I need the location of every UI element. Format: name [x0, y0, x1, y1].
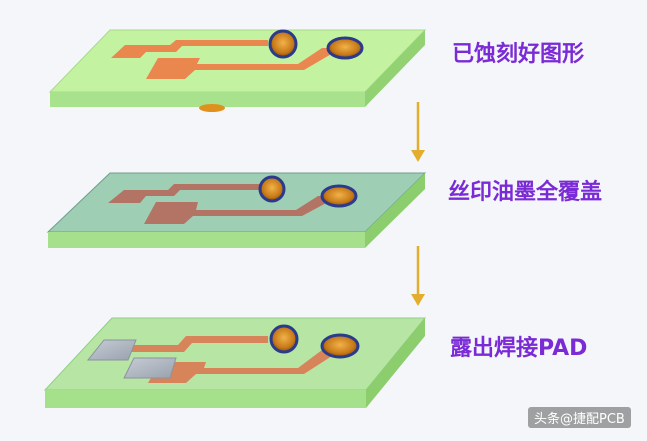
- etched-traces: [111, 40, 333, 79]
- board-pads: [43, 317, 427, 408]
- board-masked-front: [48, 232, 365, 248]
- masked-traces: [108, 184, 330, 224]
- board-masked-side: [365, 173, 425, 248]
- board-etched: [48, 29, 427, 112]
- masked-via-1: [258, 175, 286, 203]
- board-masked: [46, 172, 427, 248]
- board-pads-side: [366, 318, 425, 408]
- pads-via-1: [269, 324, 299, 354]
- etched-trace-2: [146, 48, 333, 79]
- etched-via-1: [268, 29, 298, 59]
- arrow-down-2: [411, 246, 425, 306]
- pads-trace-1: [112, 336, 268, 352]
- board-masked-top: [46, 172, 427, 233]
- board-pads-front: [45, 390, 366, 408]
- board-etched-side: [365, 30, 425, 107]
- pads-traces: [112, 336, 332, 383]
- masked-trace-1: [108, 184, 260, 203]
- board-etched-top: [48, 29, 427, 93]
- pads-trace-2: [148, 350, 332, 383]
- masked-via-2: [320, 184, 358, 208]
- watermark: 头条@捷配PCB: [528, 407, 631, 428]
- pads-via-2: [320, 333, 360, 359]
- step-label-pads: 露出焊接PAD: [450, 336, 588, 361]
- step-label-etched: 已蚀刻好图形: [452, 42, 585, 67]
- exposed-pad-1: [86, 339, 137, 361]
- exposed-pad-2: [123, 357, 177, 379]
- etched-trace-1: [111, 40, 268, 58]
- arrow-down-1: [411, 102, 425, 162]
- step-label-mask: 丝印油墨全覆盖: [448, 180, 603, 205]
- board-etched-underside-via: [199, 104, 225, 112]
- etched-via-2: [326, 36, 364, 60]
- masked-trace-2: [144, 196, 330, 224]
- board-etched-front: [50, 92, 365, 107]
